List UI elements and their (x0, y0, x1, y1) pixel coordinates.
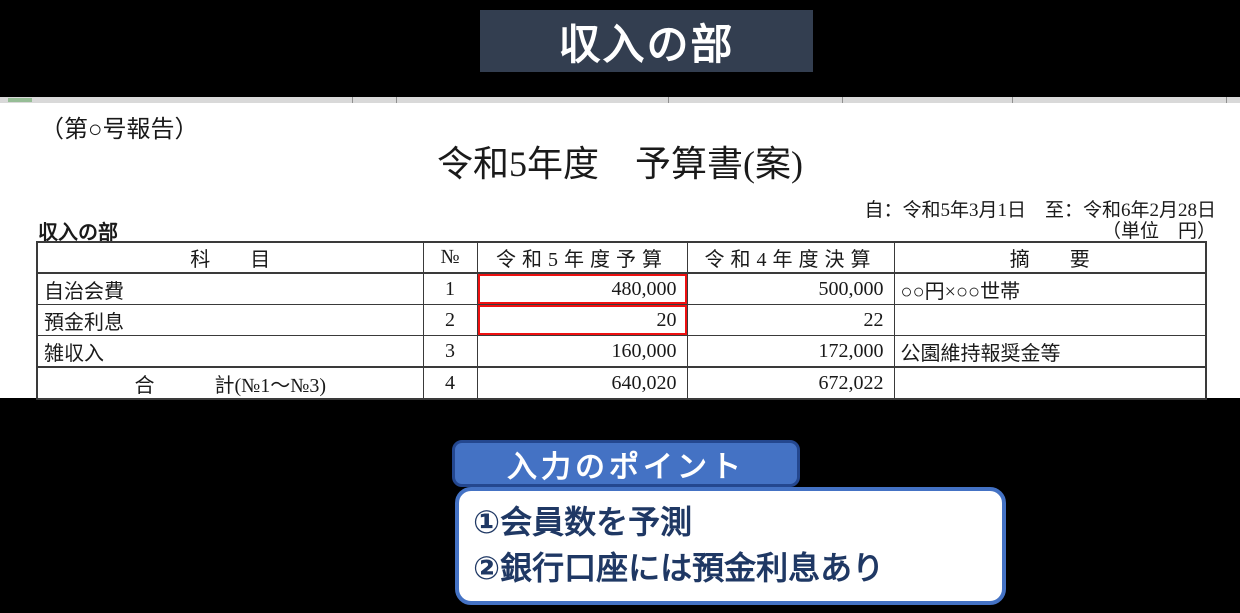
column-tick (668, 97, 669, 103)
cell-note: ○○円×○○世帯 (893, 272, 1207, 305)
cell-settlement: 672,022 (686, 366, 895, 400)
section-banner-title: 収入の部 (558, 20, 735, 68)
cell-item: 自治会費 (36, 272, 424, 305)
input-point-line: ①会員数を予測 (473, 504, 693, 540)
table-row: 預金利息 2 20 22 (36, 304, 1207, 336)
column-header: 令和4年度決算 (686, 241, 895, 274)
document-title: 令和5年度 予算書(案) (437, 144, 803, 184)
cell-no: 4 (422, 366, 478, 400)
column-header: 科 目 (36, 241, 424, 274)
cell-item: 合 計(№1～№3) (36, 366, 424, 400)
document-sheet: （第○号報告） 令和5年度 予算書(案) 自：令和5年3月1日 至：令和6年2月… (0, 97, 1240, 400)
table-header-row: 科 目 № 令和5年度予算 令和4年度決算摘 要 (36, 241, 1207, 274)
table-row: 雑収入 3 160,000 172,000 公園維持報奨金等 (36, 335, 1207, 368)
income-section-label: 収入の部 (38, 222, 118, 244)
spreadsheet-edge-strip (0, 97, 1240, 103)
cell-item: 雑収入 (36, 335, 424, 368)
column-header: 令和5年度予算 (476, 241, 688, 274)
selection-mark (8, 98, 32, 102)
unit-label: （単位 円） (1101, 221, 1216, 242)
input-point-line: ②銀行口座には預金利息あり (473, 550, 885, 586)
table-row: 自治会費 1 480,000 500,000 ○○円×○○世帯 (36, 272, 1207, 305)
column-tick (842, 97, 843, 103)
input-points-badge-label: 入力のポイント (507, 450, 745, 484)
column-tick (352, 97, 353, 103)
column-tick (1012, 97, 1013, 103)
cell-note (893, 304, 1207, 336)
table-row: 合 計(№1～№3) 4 640,020 672,022 (36, 366, 1207, 400)
cell-settlement: 500,000 (686, 272, 895, 305)
cell-no: 2 (422, 304, 478, 336)
column-tick (396, 97, 397, 103)
cell-budget: 480,000 (476, 272, 688, 305)
input-points-box: ①会員数を予測 ②銀行口座には預金利息あり (455, 487, 1006, 605)
cell-item: 預金利息 (36, 304, 424, 336)
cell-note: 公園維持報奨金等 (893, 335, 1207, 368)
cell-no: 1 (422, 272, 478, 305)
report-number-label: （第○号報告） (40, 117, 199, 143)
column-tick (1226, 97, 1227, 103)
cell-no: 3 (422, 335, 478, 368)
cell-budget: 640,020 (476, 366, 688, 400)
column-header: 摘 要 (893, 241, 1207, 274)
cell-settlement: 172,000 (686, 335, 895, 368)
cell-budget: 20 (476, 304, 688, 336)
table-body: 自治会費 1 480,000 500,000 ○○円×○○世帯 預金利息 2 2… (36, 272, 1207, 400)
section-banner: 収入の部 (480, 10, 813, 72)
column-header: № (422, 241, 478, 274)
cell-settlement: 22 (686, 304, 895, 336)
fiscal-period: 自：令和5年3月1日 至：令和6年2月28日 (864, 200, 1216, 221)
income-table: 科 目 № 令和5年度予算 令和4年度決算摘 要 自治会費 1 480,000 500… (36, 241, 1207, 400)
cell-note (893, 366, 1207, 400)
cell-budget: 160,000 (476, 335, 688, 368)
input-points-badge: 入力のポイント (452, 440, 800, 487)
